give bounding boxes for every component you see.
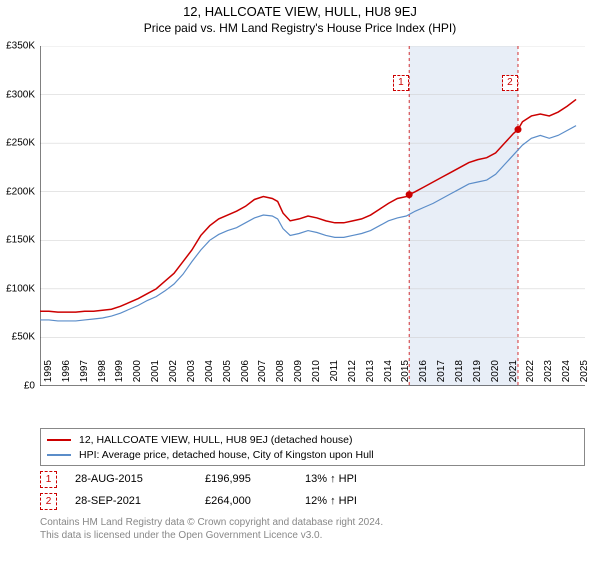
x-tick-label: 2011 bbox=[329, 360, 340, 390]
transaction-date: 28-SEP-2021 bbox=[75, 495, 205, 507]
y-tick-label: £250K bbox=[0, 138, 35, 149]
transaction-price: £264,000 bbox=[205, 495, 305, 507]
x-tick-label: 2022 bbox=[525, 360, 536, 390]
transaction-pct: 12% ↑ HPI bbox=[305, 495, 405, 507]
x-tick-label: 2000 bbox=[132, 360, 143, 390]
legend-label: 12, HALLCOATE VIEW, HULL, HU8 9EJ (detac… bbox=[79, 434, 353, 446]
x-tick-label: 2019 bbox=[472, 360, 483, 390]
chart-svg bbox=[40, 46, 585, 386]
transaction-marker: 2 bbox=[40, 493, 57, 510]
chart-marker-2: 2 bbox=[502, 75, 518, 91]
x-tick-label: 1998 bbox=[97, 360, 108, 390]
transaction-price: £196,995 bbox=[205, 473, 305, 485]
x-tick-label: 2006 bbox=[240, 360, 251, 390]
x-tick-label: 2004 bbox=[204, 360, 215, 390]
x-tick-label: 2005 bbox=[222, 360, 233, 390]
chart-marker-1: 1 bbox=[393, 75, 409, 91]
y-tick-label: £50K bbox=[0, 332, 35, 343]
chart-container: 12, HALLCOATE VIEW, HULL, HU8 9EJ Price … bbox=[0, 4, 600, 564]
transaction-row: 1 28-AUG-2015£196,99513% ↑ HPI bbox=[40, 468, 405, 490]
y-tick-label: £100K bbox=[0, 283, 35, 294]
x-tick-label: 2025 bbox=[579, 360, 590, 390]
x-tick-label: 2016 bbox=[418, 360, 429, 390]
transaction-pct: 13% ↑ HPI bbox=[305, 473, 405, 485]
y-tick-label: £0 bbox=[0, 381, 35, 392]
x-tick-label: 2007 bbox=[257, 360, 268, 390]
x-tick-label: 1999 bbox=[114, 360, 125, 390]
footer-line-1: Contains HM Land Registry data © Crown c… bbox=[40, 516, 383, 529]
x-tick-label: 1997 bbox=[79, 360, 90, 390]
transaction-row: 2 28-SEP-2021£264,00012% ↑ HPI bbox=[40, 490, 405, 512]
x-tick-label: 2018 bbox=[454, 360, 465, 390]
legend-item: HPI: Average price, detached house, City… bbox=[47, 447, 578, 462]
legend-item: 12, HALLCOATE VIEW, HULL, HU8 9EJ (detac… bbox=[47, 432, 578, 447]
chart-title: 12, HALLCOATE VIEW, HULL, HU8 9EJ bbox=[0, 4, 600, 19]
footer-text: Contains HM Land Registry data © Crown c… bbox=[40, 516, 383, 542]
x-tick-label: 2010 bbox=[311, 360, 322, 390]
x-tick-label: 2014 bbox=[383, 360, 394, 390]
y-tick-label: £300K bbox=[0, 89, 35, 100]
transaction-date: 28-AUG-2015 bbox=[75, 473, 205, 485]
chart-area: 12£0£50K£100K£150K£200K£250K£300K£350K19… bbox=[40, 46, 585, 386]
legend-swatch bbox=[47, 454, 71, 456]
legend-label: HPI: Average price, detached house, City… bbox=[79, 449, 374, 461]
chart-subtitle: Price paid vs. HM Land Registry's House … bbox=[0, 21, 600, 35]
x-tick-label: 2020 bbox=[490, 360, 501, 390]
legend-swatch bbox=[47, 439, 71, 441]
x-tick-label: 2008 bbox=[275, 360, 286, 390]
x-tick-label: 2015 bbox=[400, 360, 411, 390]
y-tick-label: £200K bbox=[0, 186, 35, 197]
legend-box: 12, HALLCOATE VIEW, HULL, HU8 9EJ (detac… bbox=[40, 428, 585, 466]
x-tick-label: 2001 bbox=[150, 360, 161, 390]
footer-line-2: This data is licensed under the Open Gov… bbox=[40, 529, 383, 542]
x-tick-label: 2023 bbox=[543, 360, 554, 390]
transaction-table: 1 28-AUG-2015£196,99513% ↑ HPI 2 28-SEP-202… bbox=[40, 468, 405, 512]
x-tick-label: 2002 bbox=[168, 360, 179, 390]
x-tick-label: 1996 bbox=[61, 360, 72, 390]
y-tick-label: £350K bbox=[0, 41, 35, 52]
x-tick-label: 2021 bbox=[508, 360, 519, 390]
y-tick-label: £150K bbox=[0, 235, 35, 246]
x-tick-label: 2012 bbox=[347, 360, 358, 390]
x-tick-label: 2017 bbox=[436, 360, 447, 390]
x-tick-label: 2013 bbox=[365, 360, 376, 390]
x-tick-label: 2003 bbox=[186, 360, 197, 390]
x-tick-label: 1995 bbox=[43, 360, 54, 390]
x-tick-label: 2009 bbox=[293, 360, 304, 390]
x-tick-label: 2024 bbox=[561, 360, 572, 390]
transaction-marker: 1 bbox=[40, 471, 57, 488]
